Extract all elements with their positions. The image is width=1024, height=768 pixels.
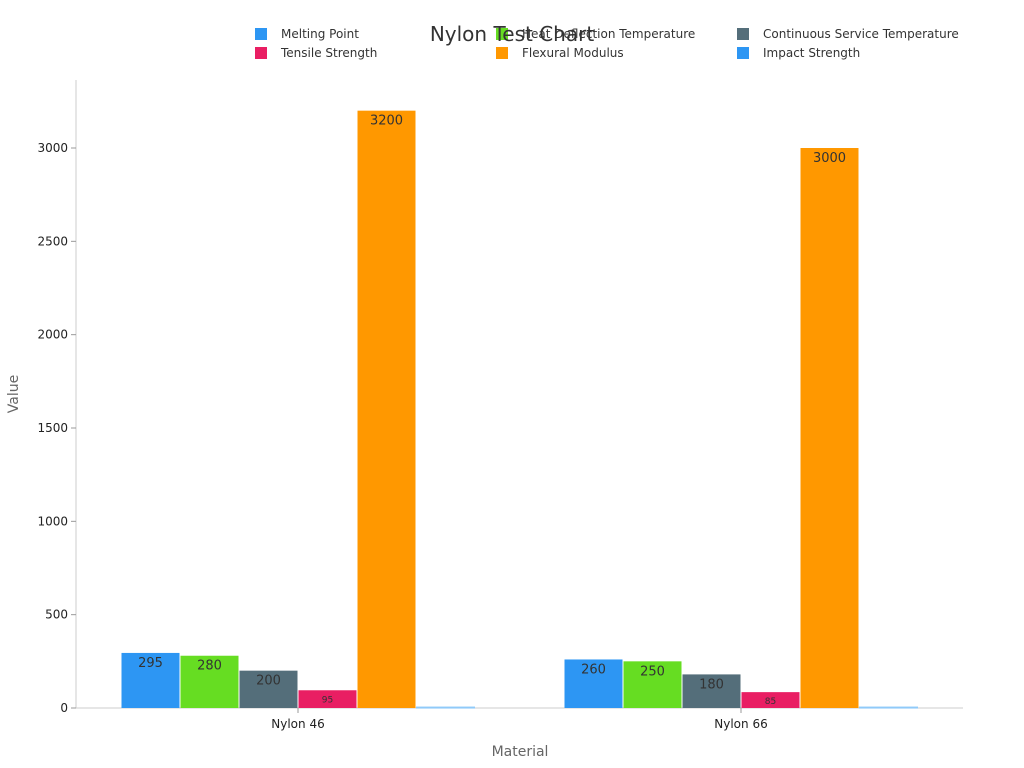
bar-data-label: 250 <box>640 664 665 679</box>
bar-data-label: 3000 <box>813 151 846 166</box>
legend-item[interactable]: Impact Strength <box>737 46 860 60</box>
x-axis-title: Material <box>492 744 549 760</box>
x-tick-label: Nylon 66 <box>714 717 767 731</box>
bar-labels: 295 280 200 95 3200 260 250 180 85 3000 <box>138 114 846 707</box>
y-tick-label: 2000 <box>37 328 68 342</box>
chart-title: Nylon Test Chart <box>430 22 594 46</box>
legend-label: Impact Strength <box>763 46 860 60</box>
bar <box>357 110 416 708</box>
bar <box>416 706 475 709</box>
y-tick-label: 0 <box>60 701 68 715</box>
bar <box>298 690 357 708</box>
legend-label: Flexural Modulus <box>522 46 624 60</box>
legend-item[interactable]: Heat Deflection Temperature <box>496 27 695 41</box>
bar <box>741 692 800 708</box>
legend-label: Melting Point <box>281 27 359 41</box>
legend-item[interactable]: Melting Point <box>255 27 359 41</box>
legend-item[interactable]: Continuous Service Temperature <box>737 27 959 41</box>
legend-item[interactable]: Tensile Strength <box>255 46 377 60</box>
bar-data-label: 260 <box>581 662 606 677</box>
y-tick-label: 500 <box>45 608 68 622</box>
bar-data-label: 3200 <box>370 114 403 129</box>
legend-swatch <box>737 28 749 40</box>
legend-swatch <box>737 47 749 59</box>
bar <box>564 659 623 708</box>
legend-swatch <box>255 47 267 59</box>
bar-data-label: 180 <box>699 677 724 692</box>
y-tick-label: 2500 <box>37 234 68 248</box>
bar-data-label: 295 <box>138 656 163 671</box>
y-axis-title: Value <box>6 375 22 413</box>
bar <box>682 674 741 708</box>
legend-label: Tensile Strength <box>280 46 377 60</box>
y-tick-label: 1500 <box>37 421 68 435</box>
bars <box>121 110 918 709</box>
bar <box>121 652 180 708</box>
legend-label: Heat Deflection Temperature <box>522 27 695 41</box>
bar <box>239 670 298 708</box>
legend-item[interactable]: Flexural Modulus <box>496 46 624 60</box>
bar <box>800 148 859 708</box>
bar <box>623 661 682 708</box>
legend-swatch <box>255 28 267 40</box>
bar-data-label: 200 <box>256 674 281 689</box>
legend-swatch <box>496 28 508 40</box>
y-tick-label: 3000 <box>37 141 68 155</box>
x-tick-label: Nylon 46 <box>271 717 324 731</box>
bar-data-label: 95 <box>322 695 333 705</box>
y-tick-label: 1000 <box>37 514 68 528</box>
legend-swatch <box>496 47 508 59</box>
legend-label: Continuous Service Temperature <box>763 27 959 41</box>
bar <box>180 655 239 708</box>
bar-data-label: 280 <box>197 659 222 674</box>
legend: Melting Point Heat Deflection Temperature… <box>255 27 959 60</box>
bar-data-label: 85 <box>765 697 776 707</box>
bar <box>859 706 918 709</box>
